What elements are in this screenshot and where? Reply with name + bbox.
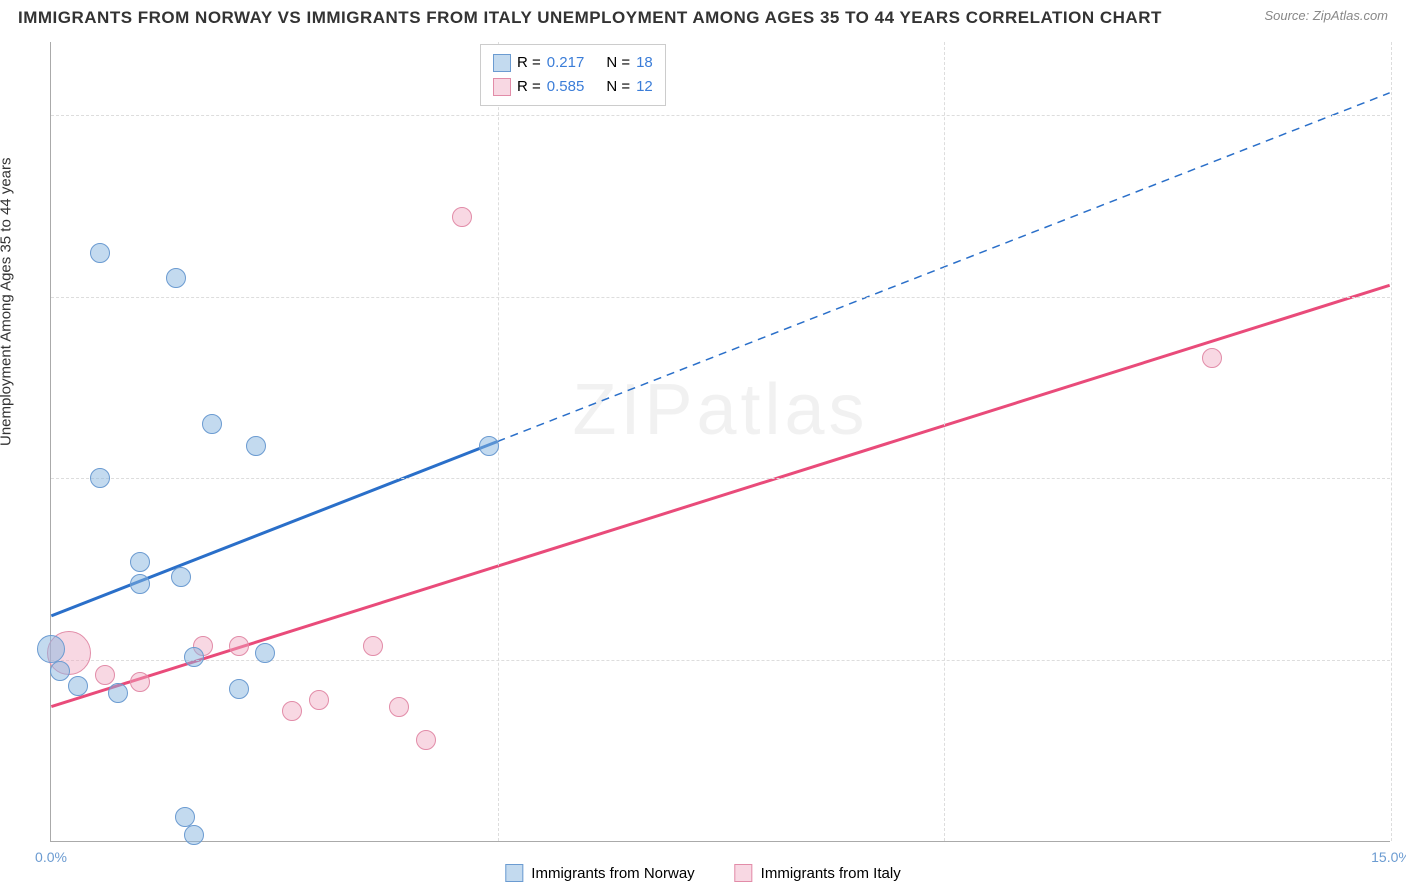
- data-point: [184, 647, 204, 667]
- gridline-v: [1391, 42, 1392, 841]
- data-point: [1202, 348, 1222, 368]
- data-point: [452, 207, 472, 227]
- y-axis-label: Unemployment Among Ages 35 to 44 years: [0, 157, 15, 446]
- series-legend: Immigrants from Norway Immigrants from I…: [505, 864, 900, 882]
- swatch-blue-icon: [505, 864, 523, 882]
- swatch-pink-icon: [735, 864, 753, 882]
- n-value-pink: 12: [636, 75, 653, 99]
- watermark: ZIPatlas: [572, 369, 868, 451]
- data-point: [90, 243, 110, 263]
- swatch-blue-icon: [493, 54, 511, 72]
- data-point: [229, 636, 249, 656]
- data-point: [90, 468, 110, 488]
- xtick-label: 15.0%: [1371, 849, 1406, 865]
- n-value-blue: 18: [636, 51, 653, 75]
- swatch-pink-icon: [493, 78, 511, 96]
- stats-row-pink: R = 0.585 N = 12: [493, 75, 653, 99]
- data-point: [202, 414, 222, 434]
- data-point: [389, 697, 409, 717]
- xtick-label: 0.0%: [35, 849, 67, 865]
- legend-item-pink: Immigrants from Italy: [735, 864, 901, 882]
- r-label: R =: [517, 51, 541, 75]
- data-point: [166, 268, 186, 288]
- data-point: [309, 690, 329, 710]
- scatter-chart: ZIPatlas 5.0%10.0%15.0%20.0%0.0%15.0% R …: [50, 42, 1390, 842]
- legend-label-pink: Immigrants from Italy: [761, 865, 901, 882]
- data-point: [416, 730, 436, 750]
- gridline-h: [51, 297, 1390, 298]
- data-point: [130, 672, 150, 692]
- data-point: [95, 665, 115, 685]
- data-point: [68, 676, 88, 696]
- data-point: [171, 567, 191, 587]
- n-label: N =: [606, 75, 630, 99]
- data-point: [363, 636, 383, 656]
- gridline-h: [51, 660, 1390, 661]
- data-point: [50, 661, 70, 681]
- n-label: N =: [606, 51, 630, 75]
- data-point: [229, 679, 249, 699]
- gridline-h: [51, 478, 1390, 479]
- r-label: R =: [517, 75, 541, 99]
- data-point: [108, 683, 128, 703]
- data-point: [37, 635, 65, 663]
- data-point: [255, 643, 275, 663]
- r-value-blue: 0.217: [547, 51, 585, 75]
- legend-item-blue: Immigrants from Norway: [505, 864, 694, 882]
- data-point: [130, 552, 150, 572]
- page-title: IMMIGRANTS FROM NORWAY VS IMMIGRANTS FRO…: [18, 8, 1162, 28]
- data-point: [282, 701, 302, 721]
- plot-area: ZIPatlas 5.0%10.0%15.0%20.0%0.0%15.0%: [50, 42, 1390, 842]
- stats-legend: R = 0.217 N = 18 R = 0.585 N = 12: [480, 44, 666, 106]
- source-attribution: Source: ZipAtlas.com: [1264, 8, 1388, 23]
- gridline-v: [944, 42, 945, 841]
- data-point: [184, 825, 204, 845]
- data-point: [175, 807, 195, 827]
- r-value-pink: 0.585: [547, 75, 585, 99]
- gridline-h: [51, 115, 1390, 116]
- stats-row-blue: R = 0.217 N = 18: [493, 51, 653, 75]
- data-point: [130, 574, 150, 594]
- data-point: [246, 436, 266, 456]
- data-point: [479, 436, 499, 456]
- legend-label-blue: Immigrants from Norway: [531, 865, 694, 882]
